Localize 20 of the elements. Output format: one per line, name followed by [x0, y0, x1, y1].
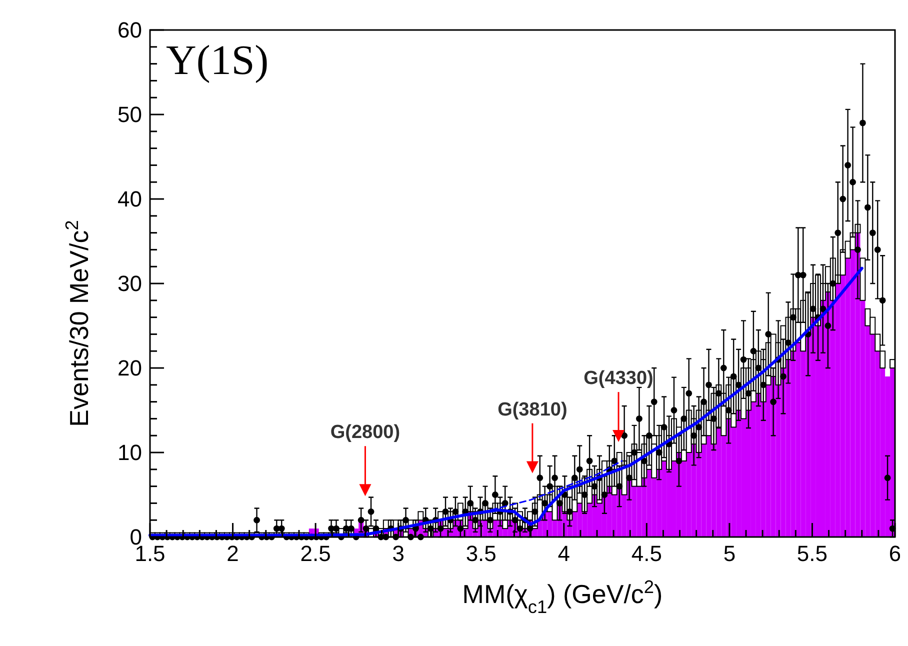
x-tick-label: 3 — [392, 541, 404, 566]
chart-title: Υ(1S) — [166, 38, 269, 84]
annotation: G(3810) — [498, 399, 568, 420]
annotation: G(4330) — [584, 368, 654, 390]
x-tick-label: 6 — [888, 541, 902, 566]
x-tick-label: 5.5 — [796, 541, 828, 566]
y-tick-label: 40 — [118, 186, 142, 212]
x-tick-label: 4.5 — [631, 541, 662, 566]
y-tick-label: 30 — [118, 271, 142, 296]
x-tick-label: 5 — [723, 541, 736, 566]
x-tick-label: 4 — [558, 541, 570, 566]
x-tick-label: 3.5 — [466, 541, 496, 566]
y-tick-label: 60 — [118, 18, 142, 43]
annotation: G(2800) — [330, 422, 400, 444]
y-tick-label: 20 — [118, 356, 142, 381]
y-tick-label: 10 — [118, 440, 142, 466]
x-tick-label: 2 — [226, 541, 239, 566]
y-tick-label: 50 — [118, 102, 142, 128]
x-axis-title: MM(χ$_{c1}$) (GeV/c$^{2}$) — [462, 577, 663, 617]
x-tick-label: 2.5 — [300, 541, 331, 566]
